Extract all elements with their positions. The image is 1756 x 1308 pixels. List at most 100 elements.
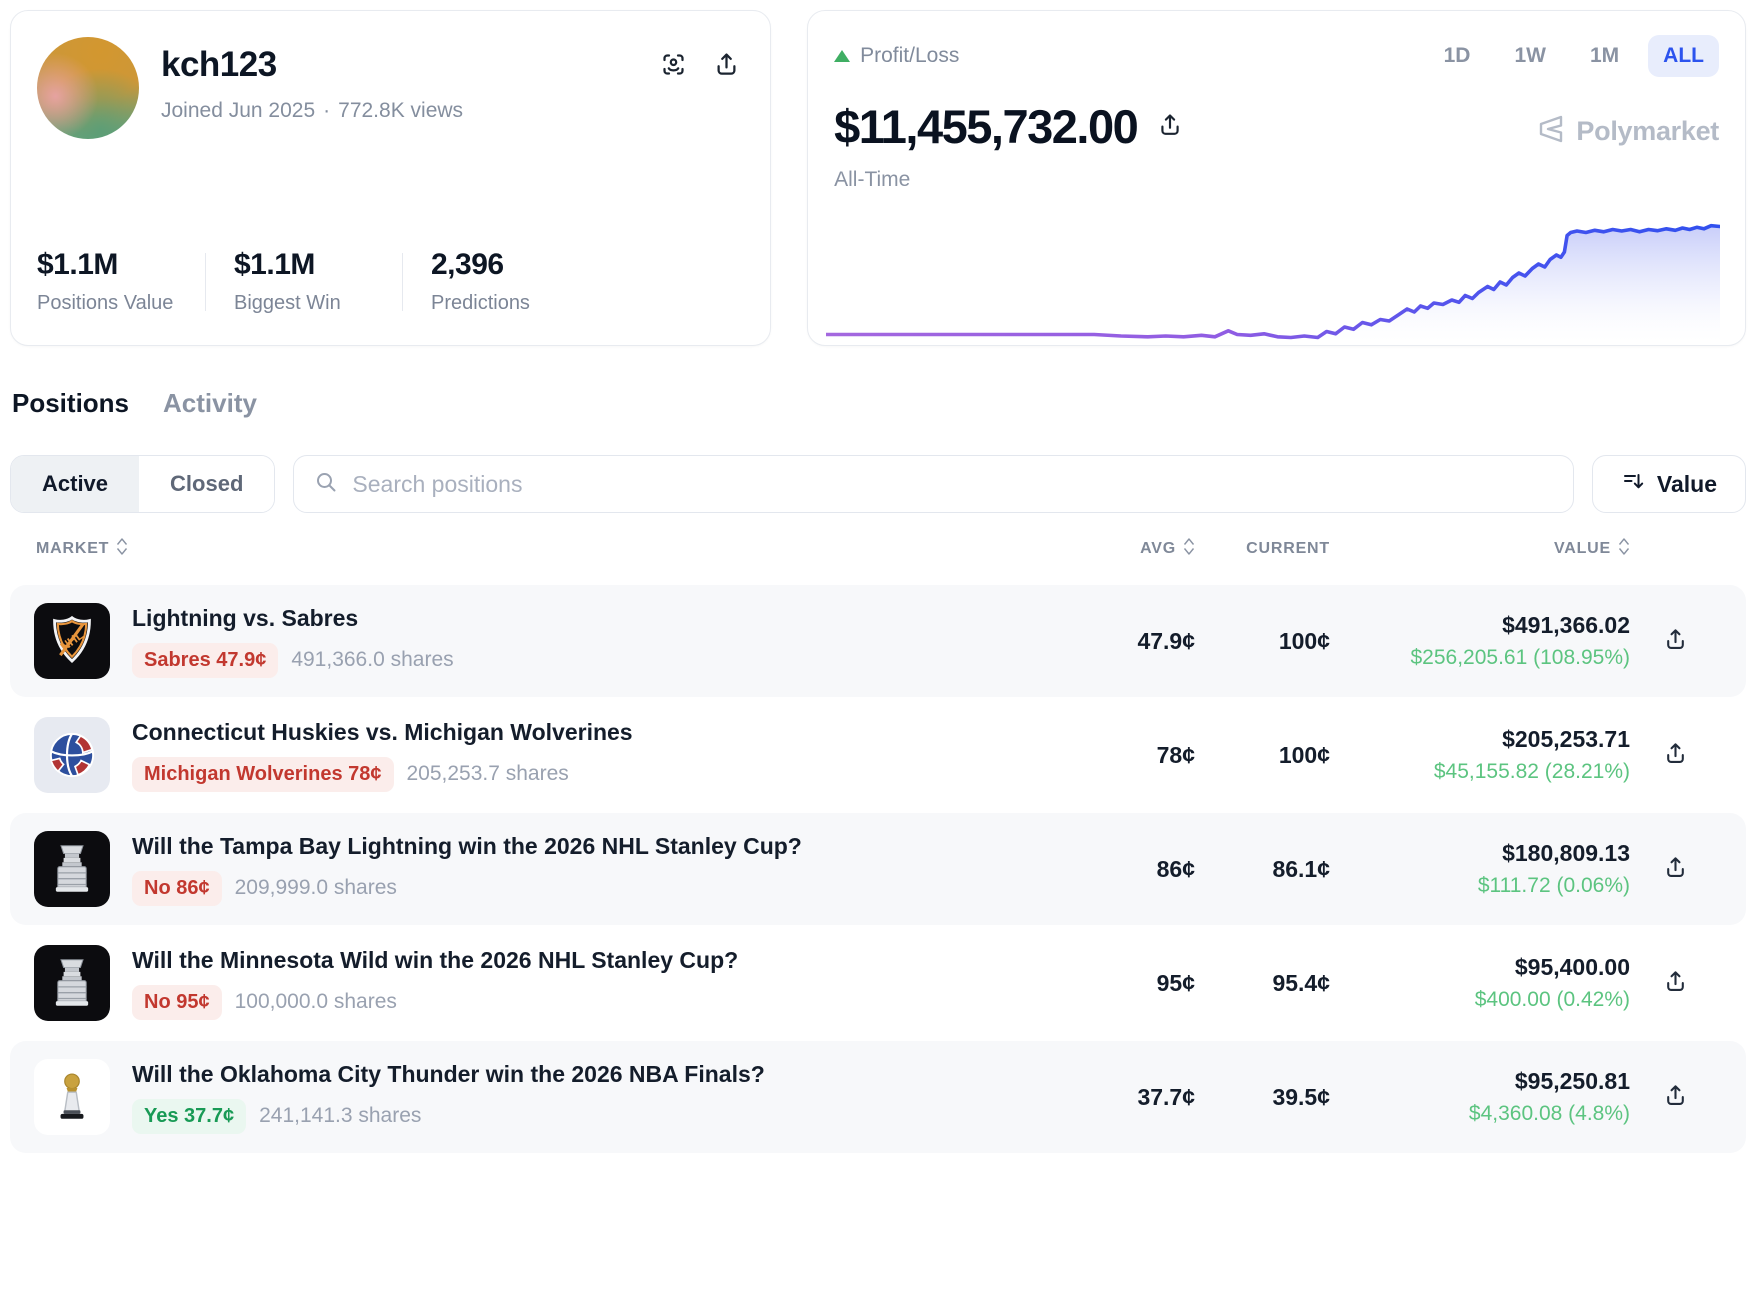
share-position-button[interactable] (1663, 627, 1688, 655)
search-positions-input[interactable] (352, 470, 1553, 498)
share-position-button[interactable] (1663, 969, 1688, 997)
sort-by-value-button[interactable]: Value (1591, 455, 1746, 513)
stanley-cup-icon (34, 945, 110, 1021)
avg-price: 86¢ (1156, 855, 1195, 882)
top-cards: kch123 Joined Jun 2025 · 772.8K views (10, 10, 1746, 346)
time-filter-1m[interactable]: 1M (1575, 35, 1634, 77)
column-value-label: VALUE (1553, 540, 1611, 557)
share-upload-icon (1663, 627, 1688, 655)
share-pnl-button[interactable] (1157, 112, 1183, 141)
outcome-badge: Sabres 47.9¢ (132, 642, 279, 678)
time-filter-1d[interactable]: 1D (1429, 35, 1486, 77)
polymarket-wordmark: Polymarket (1576, 116, 1719, 146)
column-avg-label: AVG (1140, 540, 1176, 557)
position-change: $400.00 (0.42%) (1474, 988, 1630, 1011)
segment-closed[interactable]: Closed (139, 456, 275, 512)
shares-count: 241,141.3 shares (259, 1104, 422, 1127)
time-filter-1w[interactable]: 1W (1499, 35, 1561, 77)
share-position-button[interactable] (1663, 1083, 1688, 1111)
column-value[interactable]: VALUE (1330, 537, 1630, 561)
pnl-label-text: Profit/Loss (860, 44, 960, 67)
share-upload-icon (1663, 741, 1688, 769)
shares-count: 209,999.0 shares (234, 876, 397, 899)
sort-button-label: Value (1656, 470, 1717, 497)
market-title[interactable]: Will the Tampa Bay Lightning win the 202… (132, 832, 802, 859)
basketball-icon (34, 717, 110, 793)
stat-divider (402, 252, 403, 311)
position-value: $95,400.00 (1514, 954, 1630, 980)
market-cell: Will the Minnesota Wild win the 2026 NHL… (34, 945, 1075, 1021)
shares-count: 205,253.7 shares (406, 762, 569, 785)
current-price: 100¢ (1278, 627, 1330, 654)
active-closed-toggle: Active Closed (10, 455, 276, 513)
tab-activity[interactable]: Activity (163, 388, 257, 418)
outcome-badge: Yes 37.7¢ (132, 1098, 247, 1134)
position-row[interactable]: NHL Lightning vs. Sabres Sabres 47.9¢ 49… (10, 585, 1746, 697)
position-row[interactable]: Will the Tampa Bay Lightning win the 202… (10, 813, 1746, 925)
share-position-button[interactable] (1663, 855, 1688, 883)
position-row[interactable]: Will the Oklahoma City Thunder win the 2… (10, 1041, 1746, 1153)
time-filter-all[interactable]: ALL (1648, 35, 1719, 77)
position-row[interactable]: Connecticut Huskies vs. Michigan Wolveri… (10, 699, 1746, 811)
share-position-button[interactable] (1663, 741, 1688, 769)
position-change: $111.72 (0.06%) (1477, 874, 1630, 897)
current-price: 86.1¢ (1272, 855, 1330, 882)
search-positions-box[interactable] (293, 455, 1574, 513)
position-change: $45,155.82 (28.21%) (1433, 760, 1630, 783)
face-scan-icon (660, 51, 687, 81)
market-cell: Will the Oklahoma City Thunder win the 2… (34, 1059, 1075, 1135)
avg-price: 95¢ (1156, 969, 1195, 996)
stat-label: Predictions (431, 292, 530, 314)
scan-qr-button[interactable] (660, 51, 687, 81)
column-current[interactable]: CURRENT (1195, 540, 1330, 558)
stat-label: Biggest Win (234, 292, 341, 314)
stat-divider (205, 252, 206, 311)
shares-count: 491,366.0 shares (291, 648, 454, 671)
current-price: 95.4¢ (1272, 969, 1330, 996)
share-profile-button[interactable] (713, 51, 740, 81)
up-triangle-icon (834, 50, 851, 62)
position-change: $256,205.61 (108.95%) (1410, 646, 1630, 669)
market-title[interactable]: Connecticut Huskies vs. Michigan Wolveri… (132, 718, 633, 745)
stat-positions-value: $1.1M Positions Value (37, 248, 187, 315)
market-title[interactable]: Will the Oklahoma City Thunder win the 2… (132, 1060, 765, 1087)
market-title[interactable]: Lightning vs. Sabres (132, 604, 359, 631)
nhl-logo-icon: NHL (34, 603, 110, 679)
search-icon (314, 470, 338, 499)
views-count: 772.8K views (338, 99, 464, 122)
stat-value: $1.1M (37, 248, 118, 281)
position-value: $205,253.71 (1502, 726, 1630, 752)
share-upload-icon (713, 51, 740, 81)
profile-subtitle: Joined Jun 2025 · 772.8K views (161, 99, 660, 123)
share-upload-icon (1663, 855, 1688, 883)
time-range-filters: 1D 1W 1M ALL (1429, 35, 1719, 77)
pnl-range-label: All-Time (834, 168, 911, 191)
market-title[interactable]: Will the Minnesota Wild win the 2026 NHL… (132, 946, 739, 973)
outcome-badge: No 95¢ (132, 984, 222, 1020)
profile-stats: $1.1M Positions Value $1.1M Biggest Win … (37, 248, 740, 315)
column-avg[interactable]: AVG (1075, 537, 1195, 561)
sort-diamond-icon (1183, 537, 1195, 561)
column-market-label: MARKET (36, 540, 110, 557)
outcome-badge: Michigan Wolverines 78¢ (132, 756, 394, 792)
stat-biggest-win: $1.1M Biggest Win (234, 248, 384, 315)
tab-positions[interactable]: Positions (12, 388, 130, 418)
position-row[interactable]: Will the Minnesota Wild win the 2026 NHL… (10, 927, 1746, 1039)
username: kch123 (161, 45, 277, 84)
market-cell: Connecticut Huskies vs. Michigan Wolveri… (34, 717, 1075, 793)
polymarket-logo-icon (1535, 113, 1567, 150)
stat-value: $1.1M (234, 248, 315, 281)
position-change: $4,360.08 (4.8%) (1468, 1102, 1630, 1125)
position-value: $491,366.02 (1502, 612, 1630, 638)
sort-diamond-icon (1618, 537, 1630, 561)
column-market[interactable]: MARKET (36, 537, 1075, 561)
segment-active[interactable]: Active (11, 456, 140, 512)
avatar (37, 37, 139, 139)
current-price: 39.5¢ (1272, 1083, 1330, 1110)
avg-price: 47.9¢ (1137, 627, 1195, 654)
joined-date: Joined Jun 2025 (161, 99, 316, 122)
nba-trophy-icon (34, 1059, 110, 1135)
market-cell: NHL Lightning vs. Sabres Sabres 47.9¢ 49… (34, 603, 1075, 679)
avg-price: 37.7¢ (1137, 1083, 1195, 1110)
pnl-label: Profit/Loss (834, 44, 959, 68)
